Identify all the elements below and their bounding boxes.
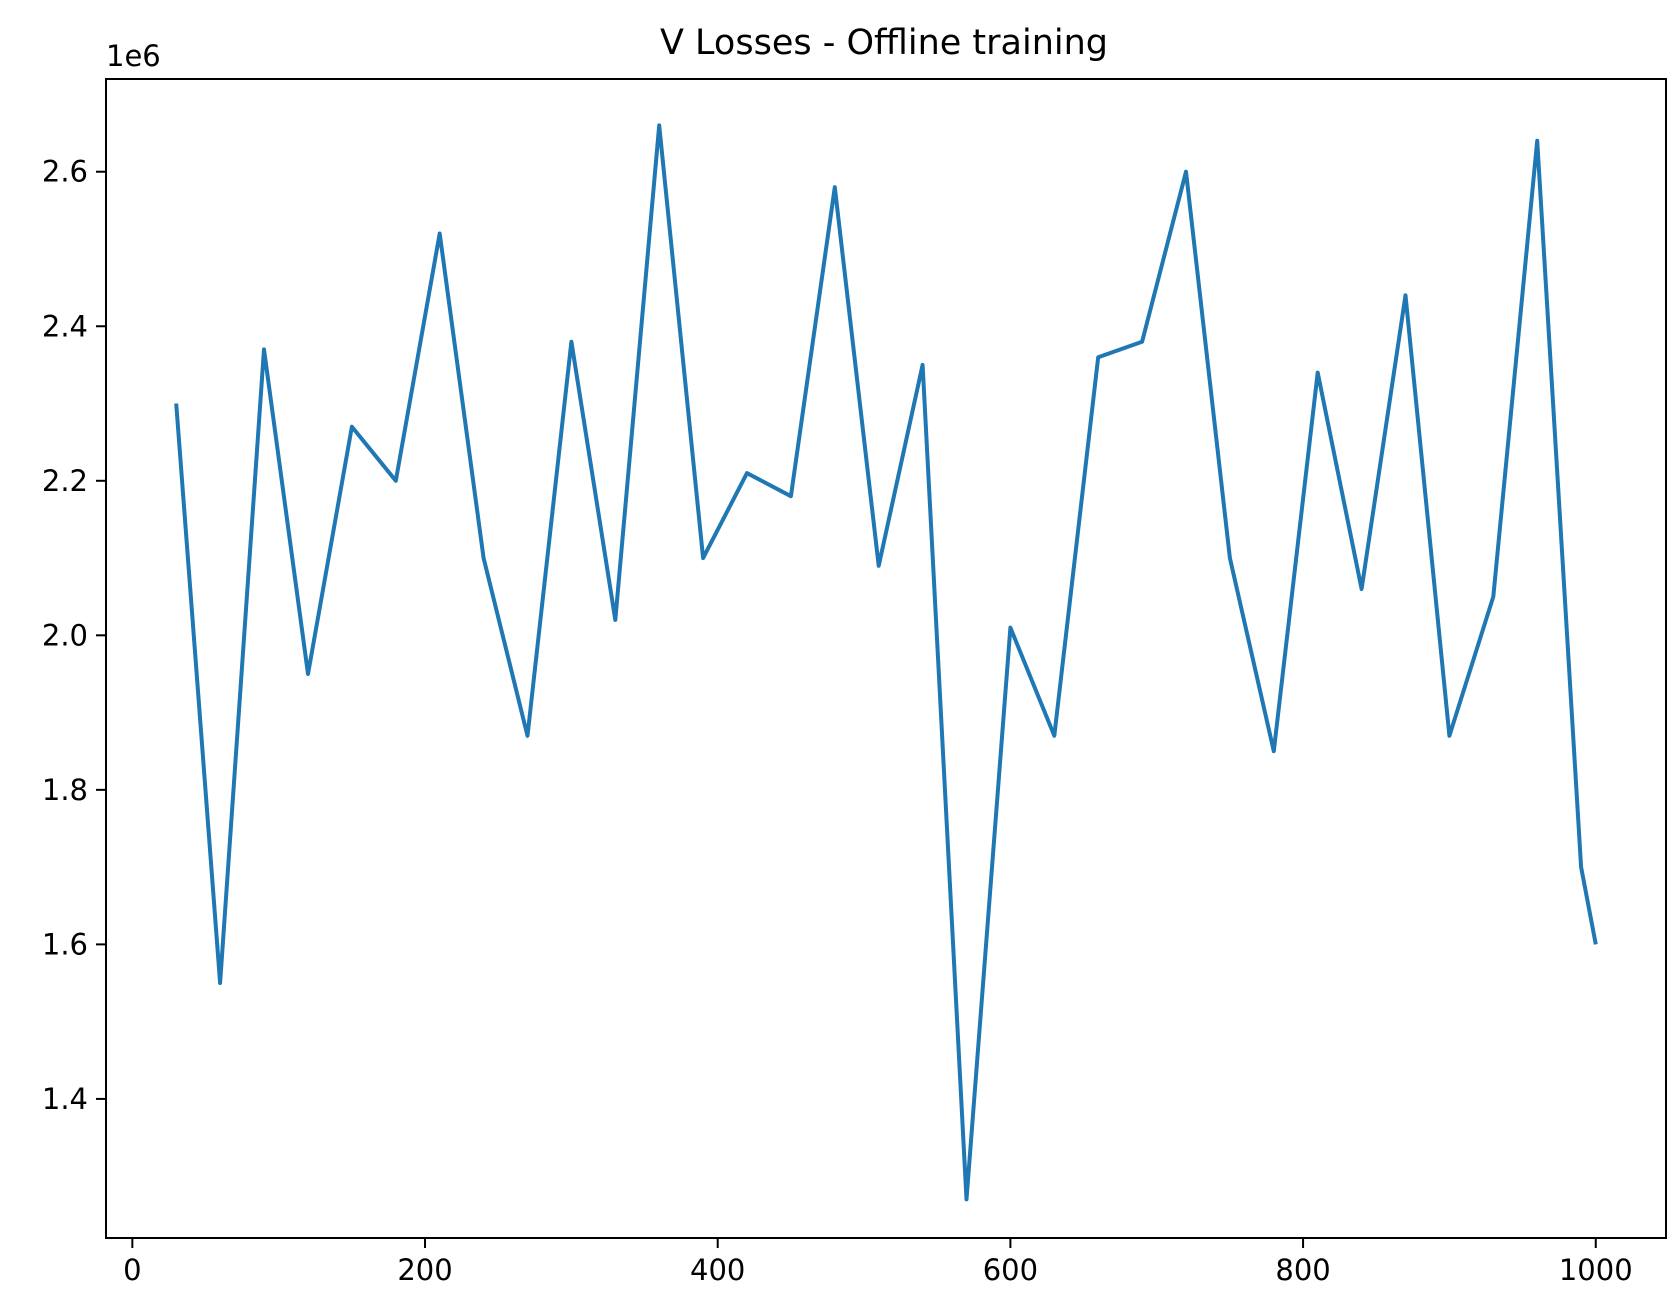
y-tick-label: 2.4 — [42, 309, 88, 343]
y-tick-label: 2.6 — [42, 155, 88, 189]
x-tick-label: 0 — [123, 1253, 141, 1287]
x-tick-label: 200 — [397, 1253, 452, 1287]
axes-frame — [105, 78, 1667, 1239]
y-tick-label: 2.2 — [42, 464, 88, 498]
y-tick-label: 2.0 — [42, 618, 88, 652]
x-tick-label: 1000 — [1559, 1253, 1633, 1287]
y-offset-label: 1e6 — [106, 39, 161, 73]
series-line-0 — [174, 123, 1598, 1202]
y-tick-label: 1.4 — [42, 1082, 88, 1116]
plot-area: 0 200 400 600 800 1000 1.4 1.6 1.8 2.0 2.2 2.4 2.6 — [42, 78, 1667, 1287]
x-tick-label: 400 — [690, 1253, 745, 1287]
y-tick-label: 1.8 — [42, 773, 88, 807]
x-tick-label: 600 — [983, 1253, 1038, 1287]
y-tick-label: 1.6 — [42, 927, 88, 961]
chart-title: V Losses - Offline training — [660, 23, 1108, 63]
x-tick-label: 800 — [1275, 1253, 1330, 1287]
